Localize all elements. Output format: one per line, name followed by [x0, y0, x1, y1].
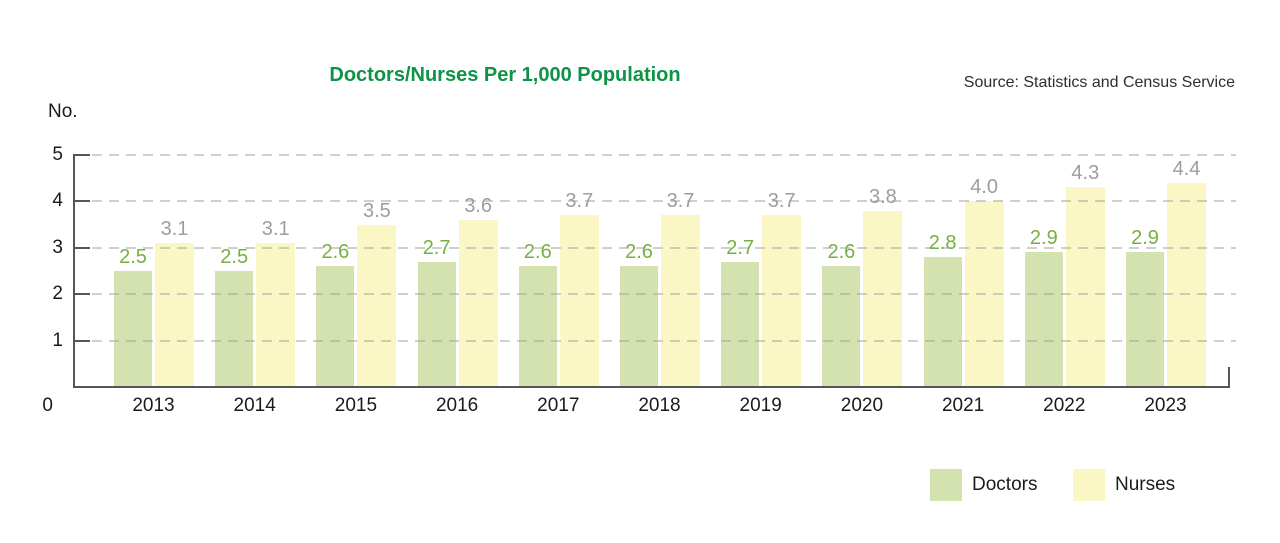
chart-title: Doctors/Nurses Per 1,000 Population	[329, 64, 681, 86]
nurses-value-label-2018: 3.7	[666, 190, 695, 213]
x-tick-label-2018: 2018	[638, 395, 681, 416]
y-tick-1	[73, 339, 90, 342]
doctors-value-label-2021: 2.8	[928, 232, 957, 255]
x-tick-label-2023: 2023	[1144, 395, 1187, 416]
doctors-bar-2013	[114, 271, 152, 387]
doctors-bar-2021	[923, 257, 962, 387]
y-tick-2	[73, 293, 90, 296]
nurses-value-label-2013: 3.1	[160, 218, 189, 241]
doctors-bar-2016	[417, 261, 456, 387]
doctors-value-label-2013: 2.5	[119, 246, 147, 268]
source-note: Source: Statistics and Census Service	[963, 74, 1235, 91]
nurses-value-label-2015: 3.5	[362, 199, 391, 222]
nurses-bar-2019	[762, 215, 802, 387]
x-axis-end-tick	[1228, 367, 1230, 387]
nurses-value-label-2016: 3.6	[464, 194, 492, 217]
doctors-value-label-2015: 2.6	[321, 241, 350, 264]
doctors-bar-2022	[1024, 252, 1063, 387]
nurses-value-label-2023: 4.4	[1172, 157, 1201, 180]
doctors-value-label-2019: 2.7	[726, 236, 755, 259]
y-tick-5	[73, 154, 90, 156]
nurses-bar-2015	[357, 224, 397, 387]
doctors-value-label-2016: 2.7	[422, 236, 451, 259]
doctors-bar-2020	[822, 266, 861, 387]
nurses-bar-2013	[155, 243, 194, 387]
y-tick-label-5: 5	[52, 144, 63, 165]
nurses-bar-2016	[458, 219, 498, 387]
nurses-value-label-2014: 3.1	[261, 218, 290, 241]
nurses-bar-2022	[1065, 187, 1105, 387]
y-tick-4	[73, 200, 90, 203]
x-tick-label-2020: 2020	[840, 395, 884, 416]
gridline-2	[75, 293, 1236, 296]
doctors-bar-2019	[721, 261, 760, 387]
nurses-value-label-2017: 3.7	[565, 190, 594, 213]
x-tick-label-2022: 2022	[1043, 395, 1086, 416]
nurses-value-label-2022: 4.3	[1071, 162, 1100, 185]
doctors-bar-2014	[215, 271, 254, 387]
y-tick-label-3: 3	[52, 236, 63, 258]
y-tick-3	[73, 246, 90, 249]
gridline-5	[75, 154, 1236, 156]
gridline-4	[75, 200, 1236, 203]
nurses-bar-2020	[863, 210, 903, 387]
y-tick-label-4: 4	[52, 190, 63, 212]
doctors-bar-2017	[518, 266, 557, 387]
nurses-bar-2017	[559, 215, 599, 387]
y-tick-label-2: 2	[52, 283, 63, 305]
doctors-bar-2018	[620, 266, 658, 387]
x-tick-label-2014: 2014	[233, 395, 276, 416]
y-axis	[73, 155, 75, 388]
doctors-value-label-2023: 2.9	[1131, 227, 1159, 250]
doctors-value-label-2020: 2.6	[827, 241, 856, 264]
gridline-3	[75, 246, 1236, 249]
doctors-value-label-2014: 2.5	[220, 246, 249, 268]
nurses-bar-2018	[661, 215, 700, 387]
nurses-value-label-2021: 4.0	[970, 176, 998, 199]
nurses-value-label-2020: 3.8	[868, 185, 897, 208]
nurses-value-label-2019: 3.7	[767, 190, 796, 213]
x-tick-label-2017: 2017	[537, 395, 580, 416]
y-axis-unit-label: No.	[48, 101, 78, 122]
y-tick-label-1: 1	[52, 329, 63, 351]
x-axis	[73, 386, 1230, 388]
x-tick-label-2013: 2013	[132, 395, 175, 416]
y-tick-label-0: 0	[42, 395, 53, 416]
doctors-value-label-2017: 2.6	[523, 241, 552, 264]
gridline-1	[75, 339, 1236, 342]
nurses-bar-2023	[1167, 182, 1206, 387]
doctors-bar-2023	[1126, 252, 1164, 387]
nurses-bar-2014	[256, 243, 296, 387]
x-tick-label-2021: 2021	[941, 395, 985, 416]
doctors-value-label-2022: 2.9	[1029, 227, 1058, 250]
doctors-bar-2015	[316, 266, 355, 387]
x-tick-label-2016: 2016	[435, 395, 479, 416]
x-tick-label-2015: 2015	[334, 395, 378, 416]
doctors-value-label-2018: 2.6	[625, 241, 653, 264]
x-tick-label-2019: 2019	[739, 395, 782, 416]
